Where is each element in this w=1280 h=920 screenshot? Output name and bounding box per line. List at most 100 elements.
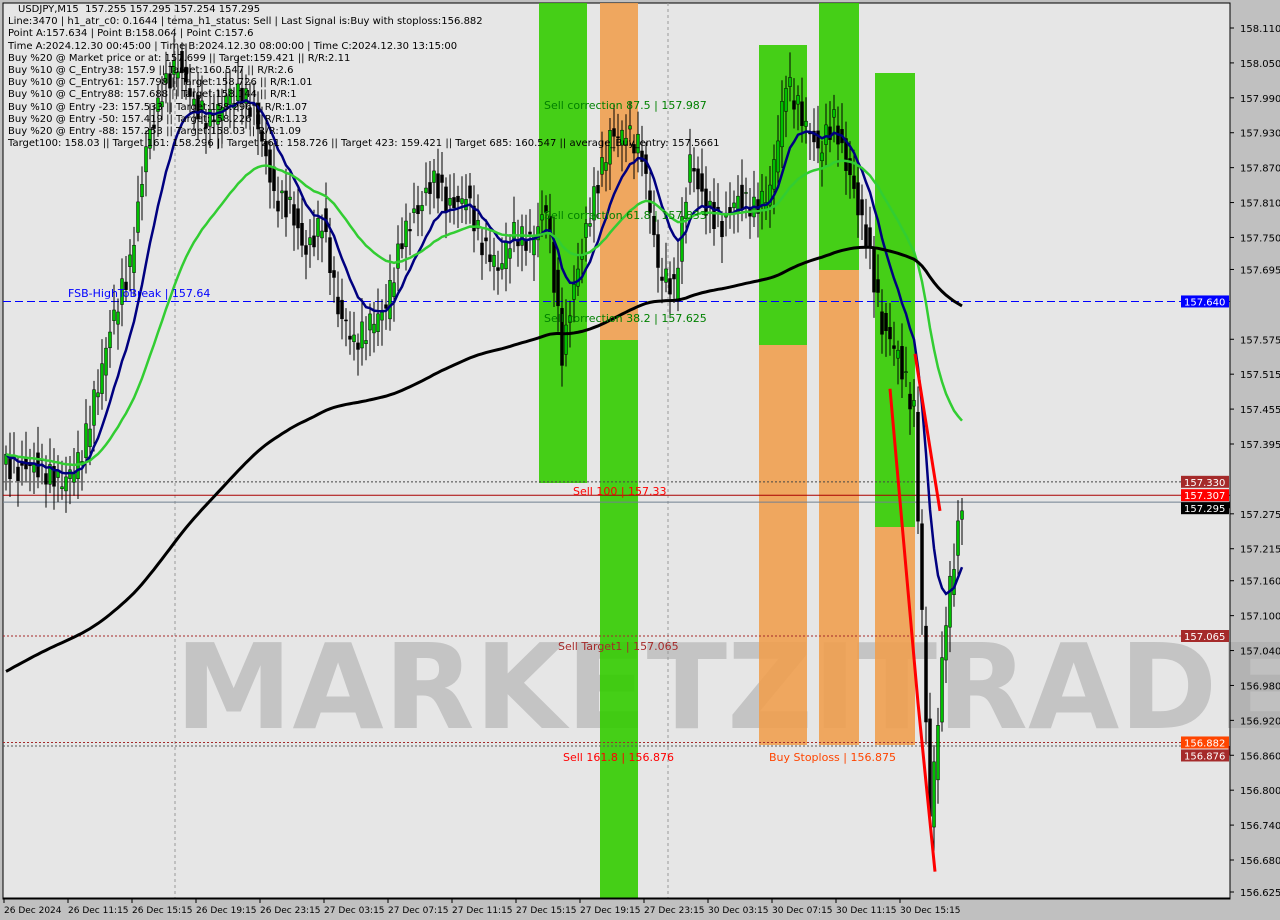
candle: [628, 125, 632, 130]
candle: [604, 162, 608, 171]
candle: [120, 278, 124, 305]
candle: [736, 195, 740, 212]
candle: [444, 186, 448, 213]
candle: [356, 342, 360, 350]
level-label: Sell correction 38.2 | 157.625: [544, 312, 707, 325]
candle: [380, 311, 384, 321]
info-line: Buy %10 @ C_Entry88: 157.688 || Target:1…: [8, 89, 297, 101]
candle: [476, 219, 480, 229]
ma-slow-line: [5, 245, 963, 673]
candle: [848, 158, 852, 176]
candle: [960, 510, 964, 520]
ma-mid-line: [5, 159, 963, 467]
candle: [236, 83, 240, 102]
y-tick-label: 157.990: [1240, 94, 1280, 105]
price-tag: [1181, 295, 1229, 308]
candle: [124, 281, 128, 290]
candle: [244, 88, 248, 104]
candle: [816, 130, 820, 149]
candle: [864, 224, 868, 247]
candle: [48, 464, 52, 485]
candle: [312, 235, 316, 248]
candle: [924, 625, 928, 723]
candle: [828, 126, 832, 140]
candle: [88, 428, 92, 448]
candle: [308, 237, 312, 246]
candle: [184, 66, 188, 83]
candle: [896, 349, 900, 359]
candle: [132, 244, 136, 273]
candle: [692, 168, 696, 172]
y-tick-label: 156.920: [1240, 716, 1280, 727]
price-tag-label: 157.330: [1184, 478, 1225, 489]
candle: [676, 267, 680, 302]
candle: [776, 140, 780, 173]
candle: [916, 411, 920, 522]
candle: [940, 657, 944, 723]
level-label: Sell correction 61.8 | 157.833: [544, 209, 707, 222]
candle: [704, 188, 708, 216]
candle: [660, 276, 664, 281]
level-label: Sell 161.8 | 156.876: [563, 751, 674, 764]
candle: [164, 73, 168, 84]
y-tick-label: 157.930: [1240, 129, 1280, 140]
candle: [212, 119, 216, 123]
candle: [780, 101, 784, 148]
candle: [700, 173, 704, 192]
info-line: Time A:2024.12.30 00:45:00 | Time B:2024…: [8, 40, 458, 52]
candle: [72, 473, 76, 483]
candle: [352, 334, 356, 343]
ma-fast-line: [5, 98, 964, 596]
candle: [436, 173, 440, 199]
candle: [672, 274, 676, 280]
candle: [280, 190, 284, 194]
candle: [256, 102, 260, 130]
y-tick-label: 157.575: [1240, 335, 1280, 346]
y-tick-label: 158.050: [1240, 59, 1280, 70]
candle: [536, 226, 540, 241]
y-tick-label: 157.275: [1240, 510, 1280, 521]
info-line: Buy %20 @ Market price or at: 157.699 ||…: [8, 52, 351, 64]
candle: [412, 208, 416, 213]
price-tag-label: 157.640: [1184, 297, 1225, 308]
x-tick-label: 27 Dec 03:15: [324, 906, 385, 916]
candle: [720, 220, 724, 238]
y-tick-label: 157.215: [1240, 545, 1280, 556]
candle: [272, 166, 276, 192]
candle: [860, 199, 864, 216]
candle: [608, 130, 612, 165]
candle: [60, 486, 64, 490]
candle: [260, 131, 264, 142]
symbol: USDJPY,M15: [18, 4, 79, 15]
y-tick-label: 157.160: [1240, 577, 1280, 588]
trend-line: [913, 353, 942, 512]
candle: [560, 308, 564, 366]
candle: [948, 575, 952, 628]
candle: [432, 170, 436, 183]
candle: [804, 120, 808, 127]
candle: [788, 77, 792, 87]
candle: [496, 267, 500, 271]
candle: [84, 423, 88, 458]
level-label: Sell 100 | 157.33: [573, 485, 667, 498]
candle: [384, 304, 388, 309]
price-tag: [1181, 502, 1229, 515]
candle: [16, 466, 20, 482]
candle: [852, 175, 856, 189]
price-tag-label: 156.882: [1184, 738, 1225, 749]
candle: [636, 133, 640, 154]
candle: [96, 392, 100, 398]
candle: [408, 229, 412, 232]
candle: [316, 218, 320, 237]
y-tick-label: 156.980: [1240, 681, 1280, 692]
orange-zone: [759, 345, 807, 745]
candle: [868, 227, 872, 249]
candle: [144, 146, 148, 173]
y-tick-label: 157.515: [1240, 370, 1280, 381]
candle: [768, 184, 772, 206]
candle: [44, 473, 48, 485]
candle: [652, 215, 656, 236]
candle: [732, 202, 736, 209]
candle: [772, 159, 776, 190]
